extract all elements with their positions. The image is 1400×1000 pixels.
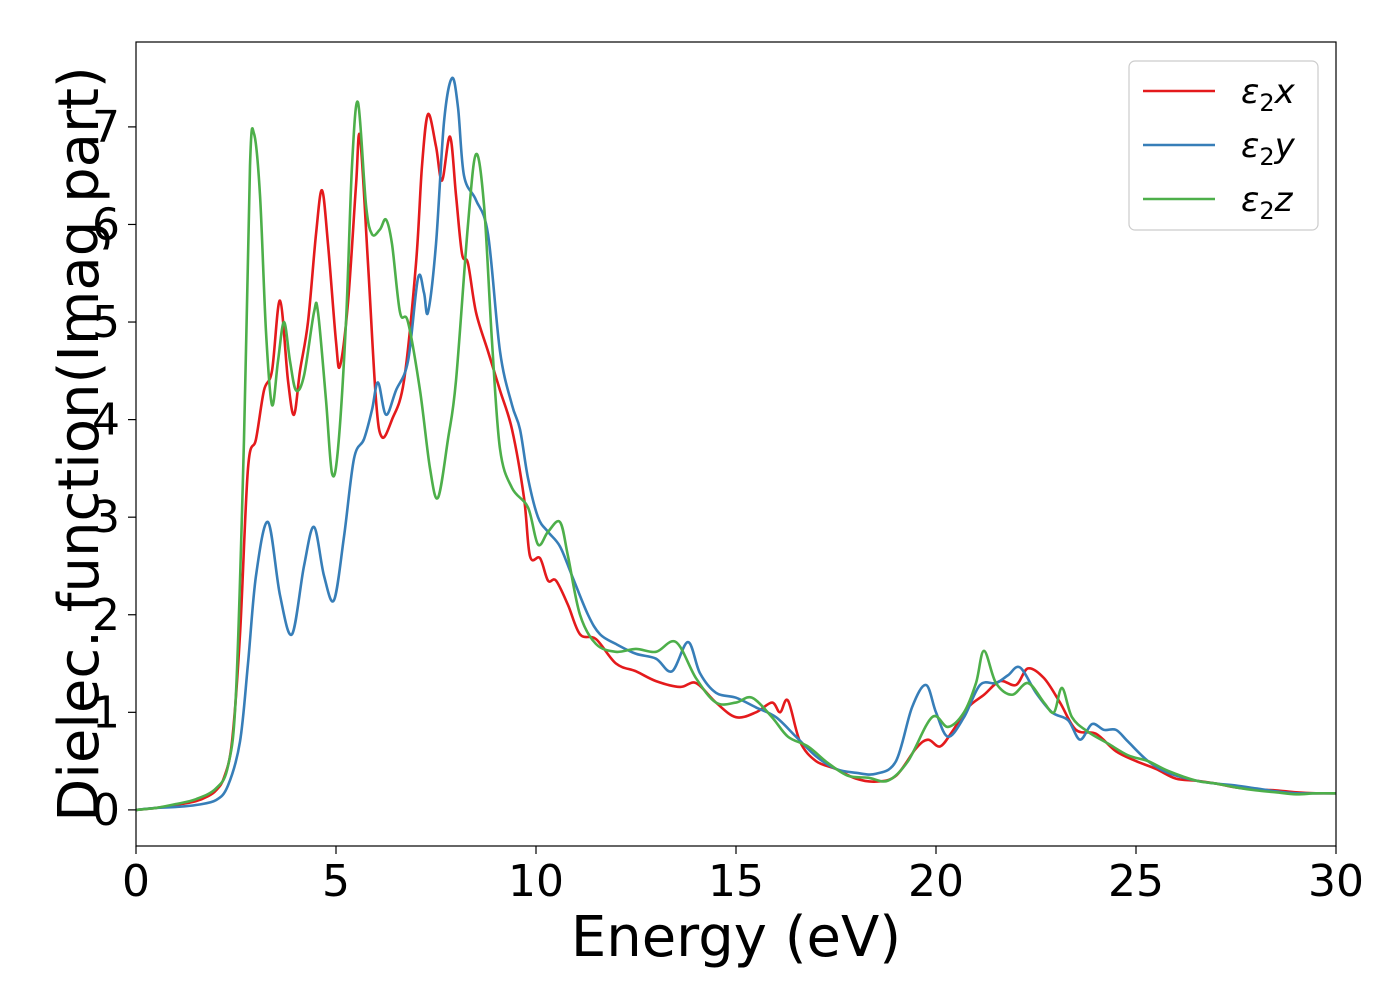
x-tick-label: 20 <box>908 856 964 907</box>
legend-label-z: ε2z <box>1241 180 1294 225</box>
y-tick-label: 3 <box>92 492 120 543</box>
legend-axis: x <box>1274 72 1296 112</box>
x-tick-label: 30 <box>1308 856 1364 907</box>
x-tick-label: 10 <box>508 856 564 907</box>
legend-subscript: 2 <box>1259 89 1274 117</box>
x-tick-label: 5 <box>322 856 350 907</box>
series-line-x <box>136 112 1336 812</box>
y-tick-label: 6 <box>92 199 120 250</box>
legend-axis: z <box>1274 180 1294 220</box>
legend-subscript: 2 <box>1259 143 1274 171</box>
legend-label-x: ε2x <box>1241 72 1296 117</box>
x-axis-title: Energy (eV) <box>571 905 901 970</box>
legend-symbol: ε <box>1241 72 1259 112</box>
x-axis: 0 5 10 15 20 25 30 <box>122 846 1364 907</box>
x-tick-label: 25 <box>1108 856 1164 907</box>
x-tick-label: 15 <box>708 856 764 907</box>
y-tick-label: 7 <box>92 102 120 153</box>
legend-box <box>1128 60 1319 231</box>
series-layer <box>136 76 1336 812</box>
y-axis-title: Dielec. function(Imag part) <box>47 66 112 822</box>
legend-subscript: 2 <box>1259 197 1274 225</box>
y-tick-label: 5 <box>92 297 120 348</box>
legend-symbol: ε <box>1241 126 1259 166</box>
y-tick-label: 4 <box>92 395 120 446</box>
series-line-z <box>136 100 1336 812</box>
x-tick-label: 0 <box>122 856 150 907</box>
y-tick-label: 1 <box>92 687 120 738</box>
series-line-y <box>136 76 1336 812</box>
legend-label-y: ε2y <box>1241 126 1296 171</box>
y-tick-label: 0 <box>92 785 120 836</box>
legend-axis: y <box>1274 126 1296 166</box>
y-axis: 0 1 2 3 4 5 6 7 <box>92 102 136 836</box>
legend-symbol: ε <box>1241 180 1259 220</box>
y-tick-label: 2 <box>92 590 120 641</box>
